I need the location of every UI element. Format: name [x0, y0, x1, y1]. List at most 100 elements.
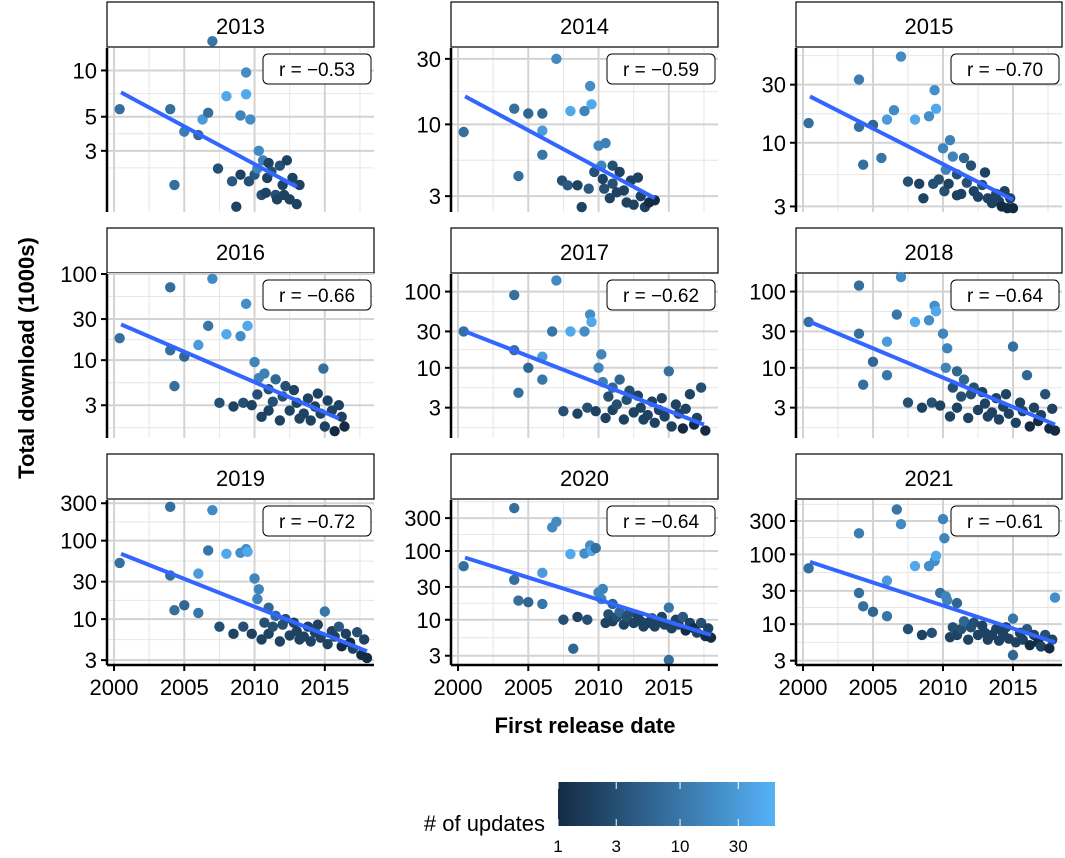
- data-point: [253, 145, 264, 157]
- data-point: [256, 411, 267, 423]
- data-point: [523, 108, 534, 119]
- data-point: [937, 328, 949, 339]
- data-point: [895, 271, 907, 283]
- y-tick-label: 3: [85, 139, 97, 164]
- data-point: [930, 550, 942, 562]
- facet-strip: [450, 227, 719, 274]
- data-point: [951, 402, 963, 413]
- data-point: [803, 117, 814, 129]
- data-point: [228, 401, 239, 412]
- data-point: [579, 326, 590, 337]
- data-point: [267, 396, 279, 407]
- data-point: [659, 411, 670, 422]
- data-point: [597, 173, 608, 185]
- data-point: [242, 546, 253, 558]
- facet-panel-2021: 2021 2000 2005 2010 2015 3 10 30 100 300 r = −0.61: [749, 453, 1063, 700]
- data-point: [221, 548, 232, 560]
- data-point: [322, 395, 333, 406]
- legend-title: # of updates: [424, 811, 545, 836]
- data-point: [909, 316, 921, 328]
- scatter-points: [803, 51, 1019, 214]
- data-point: [663, 602, 675, 613]
- facet-strip: [106, 453, 375, 500]
- data-point: [656, 392, 667, 404]
- data-point: [340, 628, 352, 639]
- data-point: [956, 188, 967, 200]
- data-point: [202, 107, 214, 119]
- data-point: [1047, 403, 1058, 414]
- data-point: [221, 91, 232, 102]
- correlation-label: r = −0.64: [967, 286, 1043, 307]
- data-point: [329, 425, 340, 437]
- data-point: [259, 368, 270, 379]
- data-point: [956, 391, 967, 402]
- correlation-label: r = −0.53: [279, 60, 355, 81]
- data-point: [165, 103, 176, 115]
- data-point: [312, 619, 323, 630]
- data-point: [902, 623, 914, 635]
- data-point: [207, 36, 218, 47]
- data-point: [558, 614, 569, 625]
- y-tick-label: 10: [73, 348, 97, 373]
- data-point: [590, 405, 601, 417]
- facet-panel-2013: 2013 3 5 10 r = −0.53: [73, 1, 375, 212]
- facet-title: 2013: [216, 14, 265, 39]
- data-point: [513, 170, 524, 182]
- legend-tick-label: 10: [671, 837, 690, 856]
- data-point: [242, 320, 253, 332]
- data-point: [551, 516, 562, 528]
- x-tick-label: 2005: [160, 675, 209, 700]
- data-point: [916, 402, 928, 413]
- y-tick-label: 10: [73, 607, 97, 632]
- correlation-label: r = −0.66: [279, 286, 355, 307]
- regression-line: [120, 551, 368, 654]
- data-point: [702, 623, 714, 634]
- data-point: [193, 568, 204, 579]
- data-point: [572, 611, 583, 623]
- data-point: [193, 607, 204, 619]
- data-point: [302, 393, 314, 404]
- x-tick-label: 2005: [849, 675, 898, 700]
- data-point: [600, 412, 611, 424]
- data-point: [361, 652, 373, 664]
- y-tick-label: 3: [85, 393, 97, 418]
- regression-line: [464, 329, 705, 427]
- data-point: [888, 105, 900, 116]
- correlation-label-box: [262, 53, 372, 85]
- data-point: [632, 172, 644, 183]
- facet-panels: 2013 3 5 10 r = −0.53 2014 3 10 30 r = −0.59 2015 3…: [60, 1, 1063, 700]
- data-point: [1000, 389, 1012, 400]
- data-point: [1024, 639, 1036, 651]
- correlation-label: r = −0.64: [623, 512, 699, 533]
- data-point: [562, 180, 573, 191]
- facet-title: 2021: [905, 466, 954, 491]
- data-point: [930, 306, 942, 317]
- x-tick-label: 2015: [989, 675, 1038, 700]
- data-point: [881, 575, 893, 586]
- data-point: [598, 183, 610, 194]
- regression-line: [120, 90, 298, 189]
- data-point: [235, 169, 246, 180]
- data-point: [214, 621, 225, 632]
- data-point: [618, 185, 630, 196]
- data-point: [1007, 649, 1019, 661]
- correlation-label-box: [262, 505, 372, 537]
- data-point: [663, 654, 675, 666]
- data-point: [944, 411, 956, 422]
- data-point: [891, 309, 902, 320]
- y-tick-label: 3: [429, 396, 441, 421]
- y-tick-label: 10: [762, 612, 786, 637]
- data-point: [930, 103, 942, 115]
- data-point: [572, 180, 583, 191]
- data-point: [267, 621, 279, 632]
- facet-title: 2020: [560, 466, 609, 491]
- data-point: [586, 99, 597, 110]
- facet-title: 2015: [905, 14, 954, 39]
- legend-tick-label: 30: [729, 837, 748, 856]
- data-point: [858, 601, 869, 612]
- y-tick-label: 100: [749, 280, 786, 305]
- data-point: [576, 201, 587, 213]
- data-point: [618, 414, 630, 425]
- data-point: [231, 201, 242, 212]
- data-point: [909, 114, 921, 125]
